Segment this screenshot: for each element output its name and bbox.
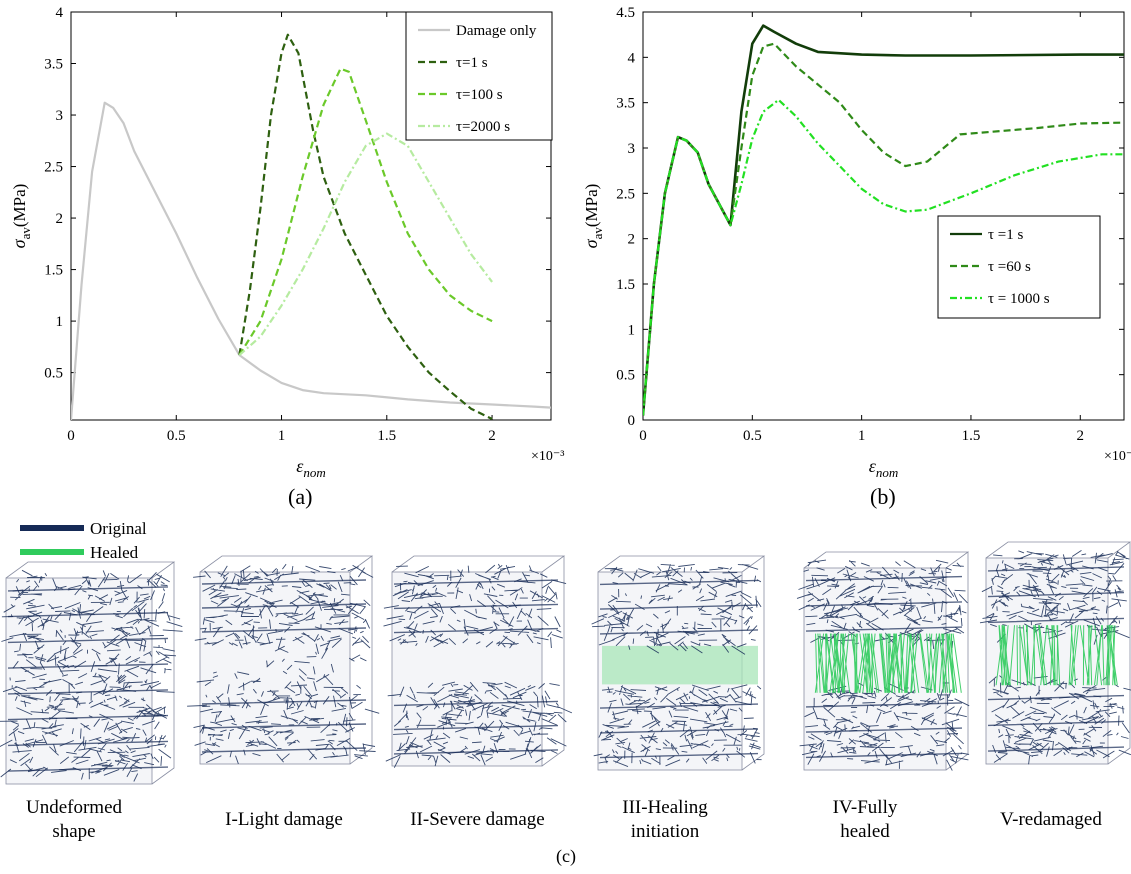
chart-b-xtick-label: 1 — [858, 428, 866, 444]
network-block-full — [796, 551, 970, 771]
chart-a-xtick-label: 0.5 — [167, 428, 186, 444]
chart-a-ytick-label: 2.5 — [44, 160, 63, 176]
chart-a-ytick-label: 2 — [56, 211, 64, 227]
layer-lines — [599, 579, 759, 759]
c-legend-label-healed: Healed — [90, 543, 139, 562]
chart-a-series-line-2 — [238, 33, 493, 420]
caption-healing-initiation: III-Healing initiation — [595, 796, 735, 844]
network-box-front — [391, 571, 543, 767]
chart-a-x-exponent: ×10⁻³ — [531, 449, 564, 464]
caption-undeformed-line1: Undeformed — [25, 797, 123, 818]
panel-label-a: (a) — [288, 484, 313, 509]
chart-a-series-line-4 — [238, 132, 493, 356]
original-strands — [187, 563, 380, 765]
chart-b-ytick-label: 0 — [628, 413, 636, 429]
healed-band — [602, 645, 758, 685]
network-box-edges — [597, 555, 766, 771]
network-block-severe — [383, 555, 573, 768]
chart-a-xtick-label: 0 — [67, 428, 75, 444]
chart-b-ytick-label: 3.5 — [616, 96, 635, 112]
layer-lines — [805, 575, 963, 759]
chart-b-x-axis-label: εnom — [869, 456, 898, 480]
chart-b-y-axis-label: σav(MPa) — [581, 184, 605, 249]
healed-strands — [814, 633, 962, 693]
network-block-light — [187, 555, 380, 765]
chart-a-ytick-label: 3.5 — [44, 57, 63, 73]
chart-b-series-line-3 — [643, 98, 1124, 416]
caption-severe-damage-line1: II-Severe damage — [410, 809, 545, 830]
chart-b-ytick-label: 4.5 — [616, 5, 635, 21]
network-box-edges — [391, 555, 566, 767]
panel-label-c: (c) — [556, 846, 576, 866]
caption-redamaged: V-redamaged — [976, 808, 1126, 832]
caption-fully-healed: IV-Fully healed — [800, 796, 930, 844]
healed-strands — [995, 625, 1118, 686]
caption-fully-healed-line2: healed — [840, 821, 890, 842]
network-block-init — [591, 555, 766, 771]
network-block-redamaged — [979, 541, 1131, 765]
chart-a-y-axis-label: σav(MPa) — [9, 184, 33, 249]
caption-undeformed: Undeformed shape — [6, 796, 142, 844]
network-box-front — [199, 571, 351, 765]
chart-b-ytick-label: 1 — [628, 322, 636, 338]
original-strands — [796, 559, 970, 771]
chart-a-ytick-label: 4 — [56, 5, 64, 21]
caption-severe-damage: II-Severe damage — [390, 808, 565, 832]
chart-b-xtick-label: 0.5 — [743, 428, 762, 444]
chart-a-ytick-label: 1.5 — [44, 263, 63, 279]
chart-b-xtick-label: 1.5 — [962, 428, 981, 444]
chart-a-series-line-1 — [71, 101, 551, 420]
chart-a-legend-label-1: Damage only — [456, 23, 537, 39]
layer-lines — [201, 579, 367, 753]
chart-a-legend-label-4: τ=2000 s — [456, 119, 510, 135]
chart-a-x-axis-label: εnom — [296, 456, 325, 480]
chart-a-xtick-label: 1.5 — [377, 428, 396, 444]
chart-a-xtick-label: 2 — [488, 428, 496, 444]
chart-b-xtick-label: 2 — [1077, 428, 1085, 444]
chart-a-legend-label-3: τ=100 s — [456, 87, 503, 103]
network-box-edges — [199, 555, 374, 765]
caption-fully-healed-line1: IV-Fully — [832, 797, 898, 818]
chart-b-axes-box — [642, 11, 1125, 421]
layer-lines — [7, 586, 169, 772]
c-legend-label-original: Original — [90, 519, 147, 538]
chart-b-legend-label-3: τ = 1000 s — [988, 291, 1050, 307]
chart-b-ytick-label: 4 — [628, 50, 636, 66]
chart-a-ytick-label: 1 — [56, 314, 64, 330]
caption-redamaged-line1: V-redamaged — [1000, 809, 1102, 830]
chart-a-ytick-label: 3 — [56, 108, 64, 124]
chart-a-legend-label-2: τ=1 s — [456, 55, 488, 71]
original-strands — [0, 569, 183, 782]
chart-a-ytick-label: 0.5 — [44, 366, 63, 382]
chart-b-ytick-label: 0.5 — [616, 368, 635, 384]
caption-light-damage: I-Light damage — [200, 808, 368, 832]
caption-undeformed-line2: shape — [52, 821, 96, 842]
layer-lines — [987, 566, 1125, 752]
caption-light-damage-line1: I-Light damage — [225, 809, 343, 830]
chart-a-legend — [405, 11, 553, 141]
chart-a-series-line-3 — [238, 67, 493, 356]
chart-b-xtick-label: 0 — [639, 428, 647, 444]
caption-healing-initiation-line2: initiation — [630, 821, 700, 842]
chart-b-legend-label-1: τ =1 s — [988, 227, 1023, 243]
chart-b-legend-label-2: τ =60 s — [988, 259, 1031, 275]
network-box-edges — [985, 541, 1131, 765]
original-strands — [591, 563, 762, 768]
panel-label-b: (b) — [870, 484, 896, 509]
chart-b-ytick-label: 3 — [628, 141, 636, 157]
caption-healing-initiation-line1: III-Healing — [622, 797, 708, 818]
chart-b-ytick-label: 2 — [628, 232, 636, 248]
layer-lines — [393, 579, 559, 755]
network-block-undeformed — [0, 561, 183, 785]
chart-a-axes-box — [70, 11, 552, 421]
chart-a-xtick-label: 1 — [278, 428, 286, 444]
chart-b-ytick-label: 1.5 — [616, 277, 635, 293]
chart-b-ytick-label: 2.5 — [616, 186, 635, 202]
chart-b-x-exponent: ×10⁻³ — [1104, 449, 1131, 464]
